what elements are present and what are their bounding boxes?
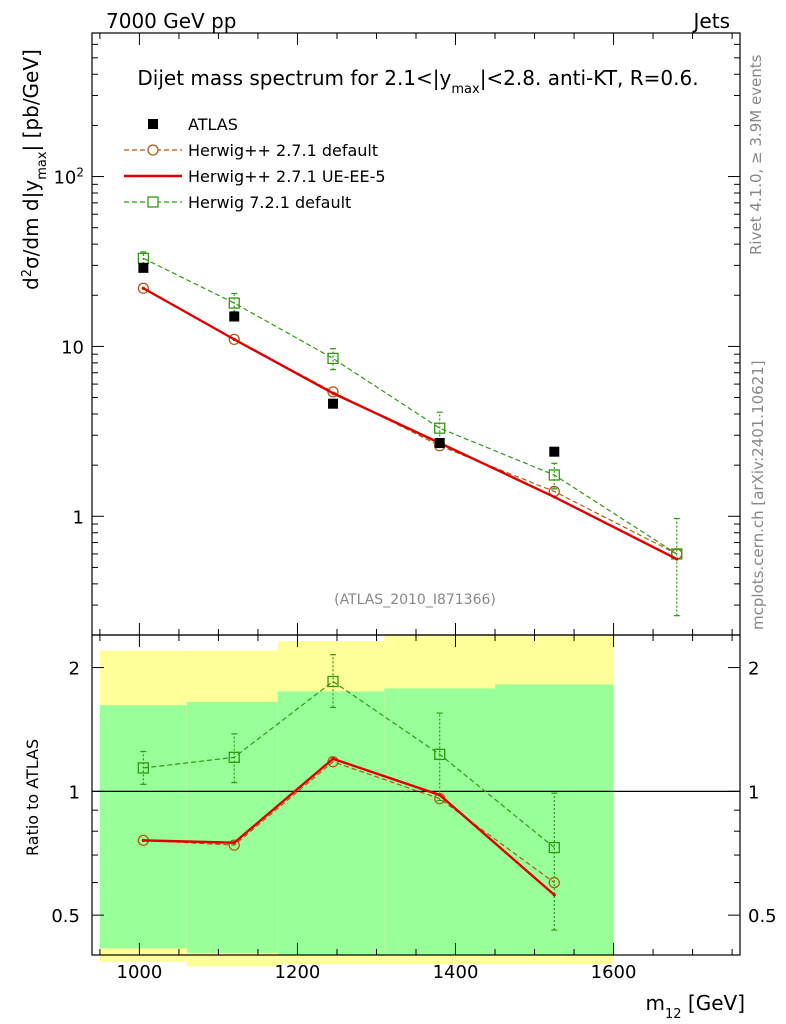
main-ue — [141, 286, 679, 561]
y-tick-label: 102 — [53, 166, 84, 189]
ratio-ue — [141, 757, 556, 897]
main-ue-point — [552, 495, 556, 499]
ratio-y-tick-label-left: 1 — [69, 782, 80, 803]
x-tick-label: 1000 — [117, 962, 163, 983]
mcplots-label: mcplots.cern.ch [arXiv:2401.10621] — [749, 360, 767, 630]
ratio-ylabel: Ratio to ATLAS — [23, 739, 42, 856]
ratio-ue-point — [232, 841, 236, 845]
x-tick-label: 1600 — [591, 962, 637, 983]
legend-marker-atlas — [148, 119, 158, 129]
main-def-point — [228, 333, 240, 346]
ratio-h7-line — [143, 680, 555, 849]
x-tick-label: 1400 — [433, 962, 479, 983]
ratio-h7 — [137, 654, 560, 931]
plot-title: Dijet mass spectrum for 2.1<|ymax|<2.8. … — [137, 66, 698, 97]
main-h7-point — [548, 469, 560, 481]
legend-label-def: Herwig++ 2.7.1 default — [188, 141, 378, 160]
ratio-h7-point — [434, 748, 446, 761]
header-right: Jets — [692, 9, 730, 33]
legend-item-def: Herwig++ 2.7.1 default — [124, 141, 378, 160]
ratio-ue-point — [141, 838, 145, 842]
legend-marker-def — [147, 144, 159, 156]
ratio-h7-point — [137, 762, 150, 774]
main-def-line — [143, 287, 678, 555]
main-h7 — [137, 251, 683, 617]
main-series — [137, 251, 683, 617]
legend-item-h7: Herwig 7.2.1 default — [124, 193, 351, 212]
main-def — [137, 282, 683, 560]
ratio-uncertainty-bands — [99, 635, 614, 967]
main-atlas-point — [434, 438, 445, 449]
ratio-y-tick-label-right: 0.5 — [748, 906, 777, 927]
ratio-def-point — [228, 839, 240, 851]
main-atlas-point — [229, 311, 240, 322]
main-atlas-point — [138, 262, 149, 273]
main-def-point — [137, 282, 150, 294]
main-ue-point — [232, 337, 236, 341]
band-green-3 — [384, 688, 496, 955]
legend-marker-h7 — [147, 196, 159, 208]
ratio-y-tick-label-right: 2 — [748, 659, 759, 680]
legend-label-atlas: ATLAS — [188, 115, 238, 134]
ratio-def-line — [143, 761, 555, 884]
main-atlas-point — [328, 398, 339, 409]
main-atlas — [138, 262, 560, 457]
xlabel: m12 [GeV] — [646, 991, 745, 1022]
legend-item-ue: Herwig++ 2.7.1 UE-EE-5 — [124, 167, 386, 186]
ratio-ue-point — [438, 793, 442, 797]
main-ue-point — [141, 286, 145, 290]
ratio-h7-point — [548, 841, 560, 854]
main-atlas-point — [549, 446, 560, 457]
y-tick-label: 10 — [61, 337, 84, 358]
ratio-h7-point — [327, 675, 339, 688]
main-h7-point — [228, 297, 240, 309]
main-h7-point — [327, 352, 339, 365]
main-h7-point — [434, 422, 446, 434]
axes: 1000 1200 1400 1600 1 10 102 0.5 0.5 1 1 2 2 — [51, 32, 777, 983]
main-ue-point — [331, 391, 335, 395]
ratio-y-tick-label-left: 2 — [69, 659, 80, 680]
legend-item-atlas: ATLAS — [148, 115, 238, 134]
ratio-series — [137, 654, 560, 931]
band-green-0 — [99, 705, 187, 949]
band-green-4 — [495, 684, 614, 955]
analysis-watermark: (ATLAS_2010_I871366) — [334, 592, 496, 608]
x-tick-label: 1200 — [275, 962, 321, 983]
ratio-y-tick-label-left: 0.5 — [51, 906, 80, 927]
ratio-y-tick-label-right: 1 — [748, 782, 759, 803]
ratio-h7-point — [228, 751, 240, 763]
legend-label-h7: Herwig 7.2.1 default — [188, 193, 351, 212]
header-left: 7000 GeV pp — [106, 9, 237, 33]
ratio-ue-point — [552, 893, 556, 897]
main-h7-line — [143, 257, 678, 555]
main-ue-point — [675, 557, 679, 561]
ratio-ue-point — [331, 757, 335, 761]
main-ue-line — [142, 287, 678, 561]
band-green-2 — [277, 691, 385, 955]
legend-label-ue: Herwig++ 2.7.1 UE-EE-5 — [188, 167, 386, 186]
y-tick-label: 1 — [73, 507, 84, 528]
main-ylabel: d2σ/dm d|ymax| [pb/GeV] — [19, 49, 50, 290]
rivet-label: Rivet 4.1.0, ≥ 3.9M events — [747, 54, 765, 255]
band-green-1 — [186, 701, 278, 953]
legend: ATLAS Herwig++ 2.7.1 default Herwig++ 2.7.… — [124, 115, 386, 212]
